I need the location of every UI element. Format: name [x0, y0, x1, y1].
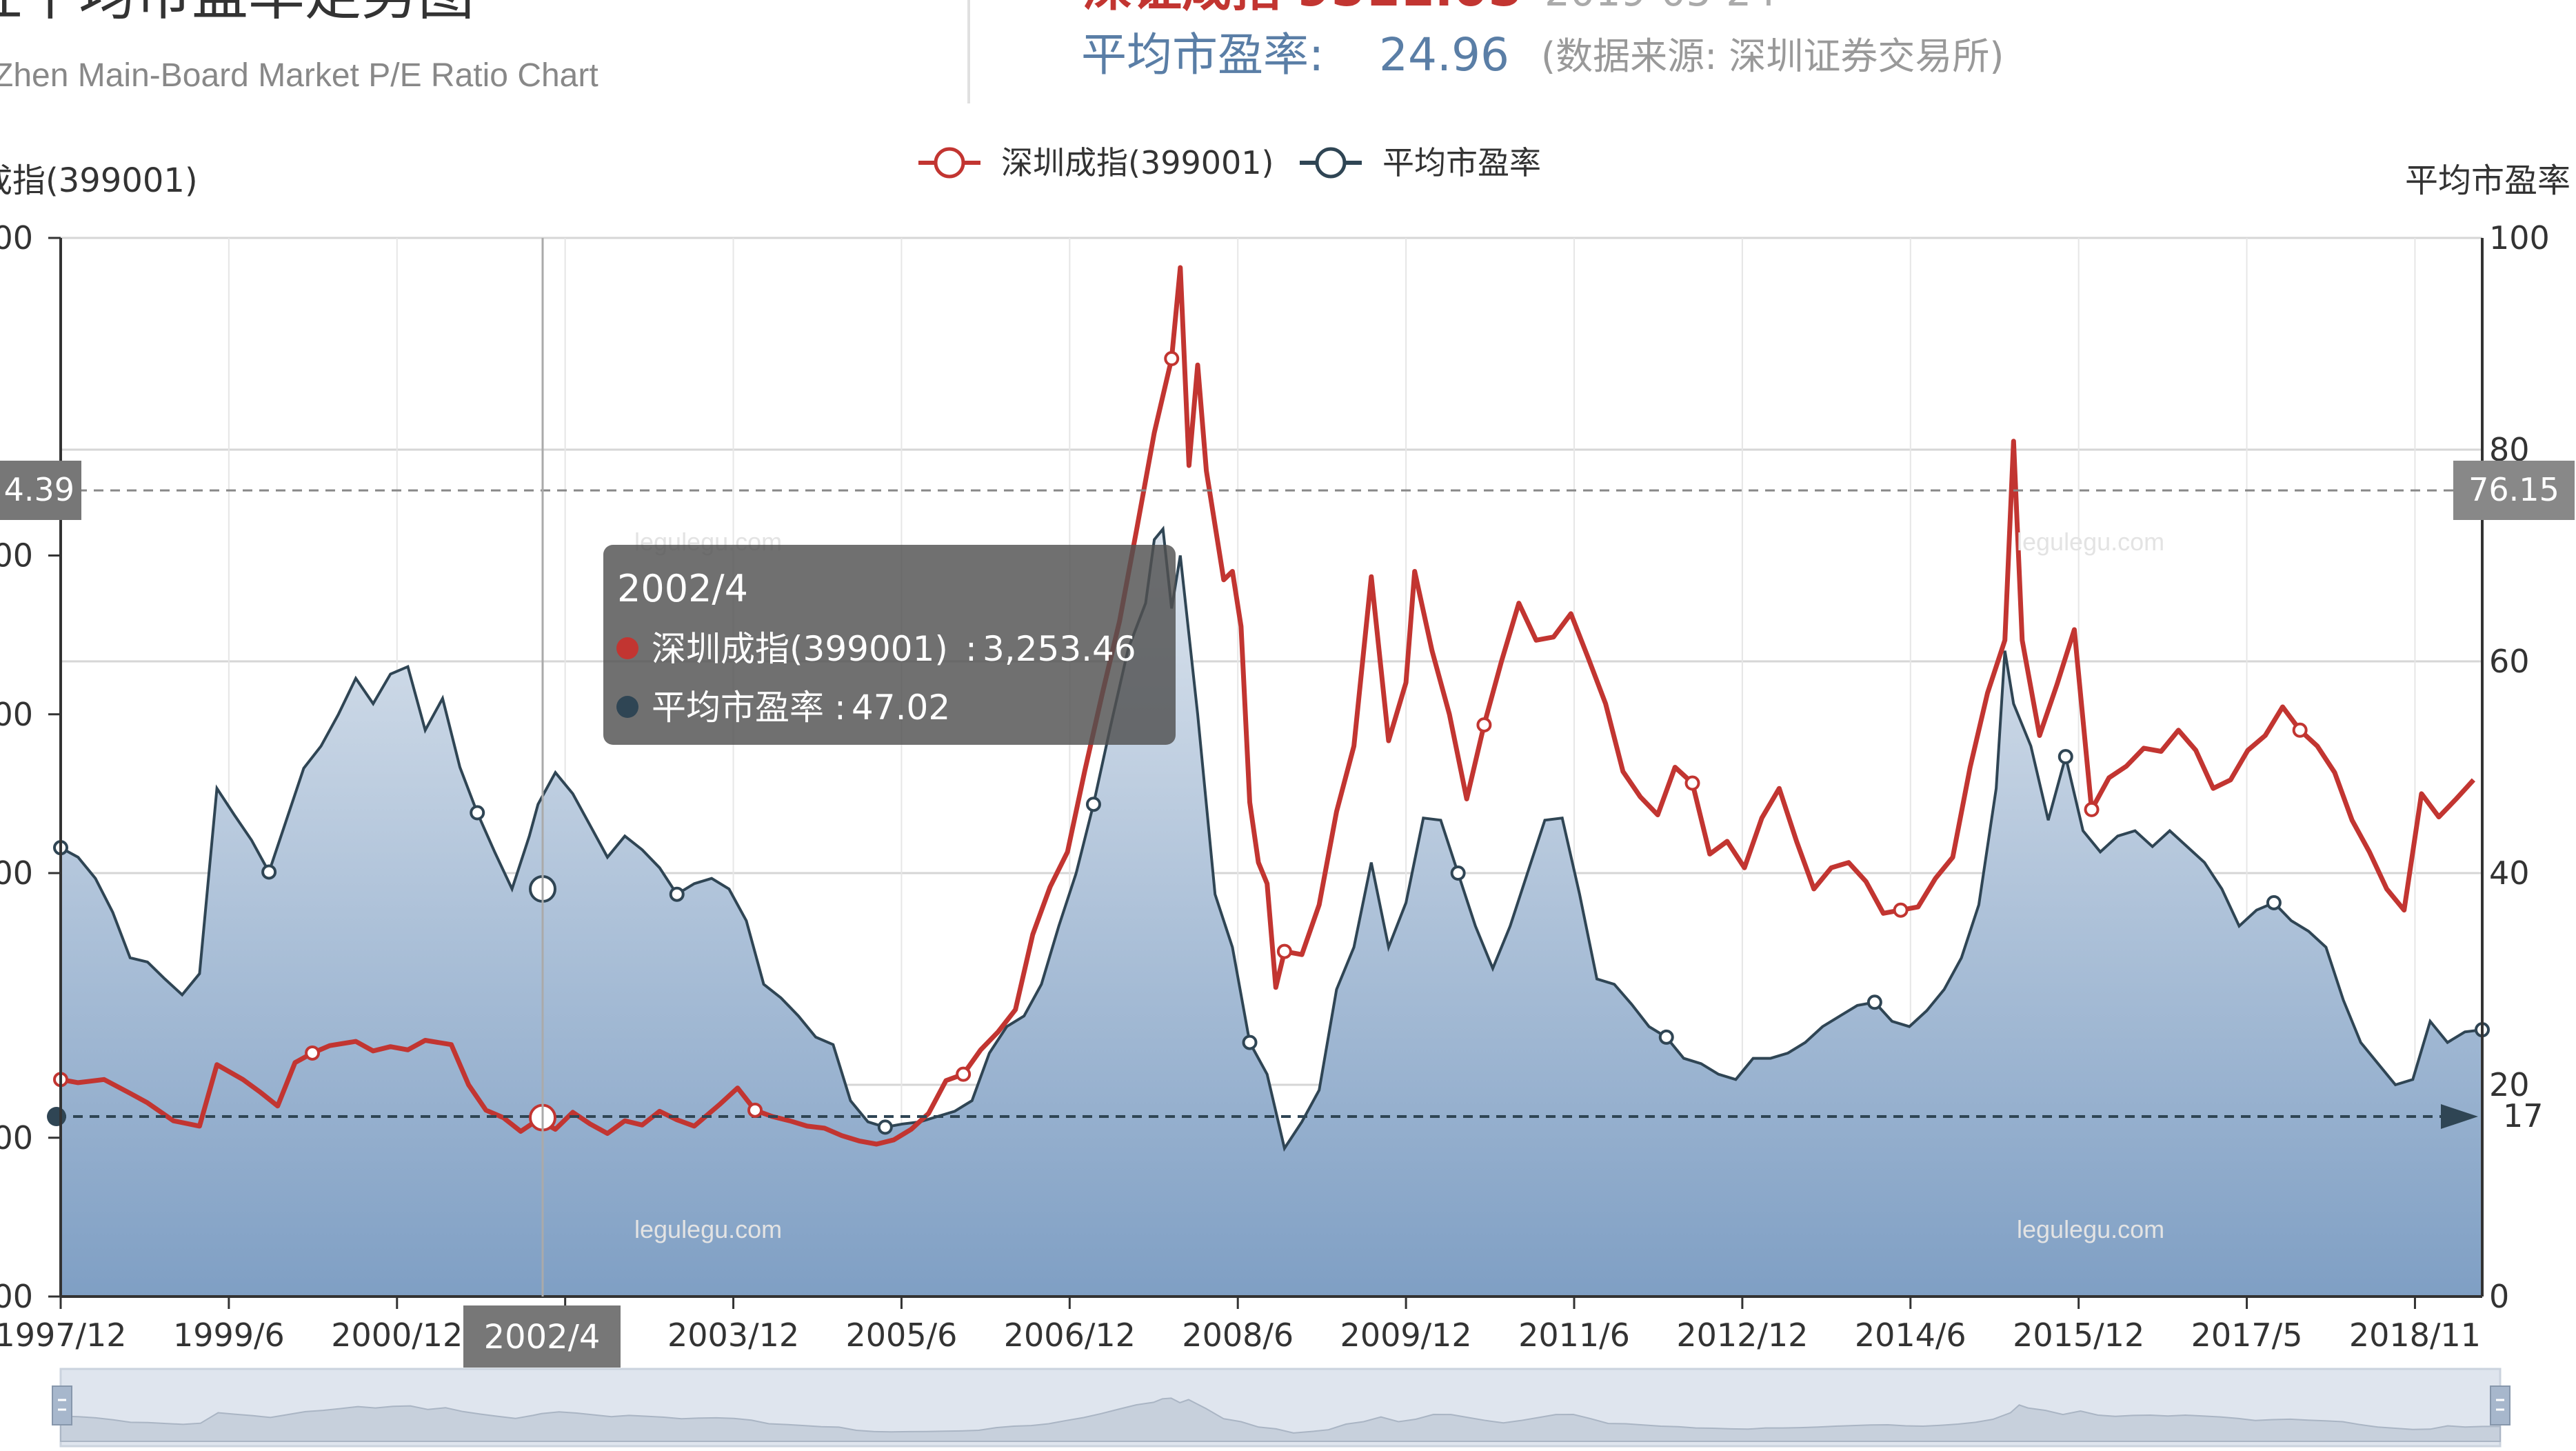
pe-point[interactable] [1242, 1034, 1258, 1050]
y-left-tick-label: 00 [0, 1119, 33, 1157]
index-point[interactable] [1276, 943, 1292, 959]
area-layer [61, 529, 2482, 1297]
index-point[interactable] [2292, 722, 2308, 738]
tooltip-index-label: 深圳成指(399001) [652, 629, 948, 669]
x-tick-label: 2012/12 [1676, 1317, 1808, 1354]
x-tick-label: 2006/12 [1004, 1317, 1136, 1354]
pe-value: 24.96 [1379, 28, 1509, 81]
slider-handle-left[interactable] [52, 1385, 72, 1425]
axis-pointer-label: 2002/4 [484, 1318, 601, 1357]
y-right-tick-label: 0 [2489, 1278, 2509, 1315]
index-point[interactable] [1164, 350, 1180, 366]
tooltip: 2002/4 深圳成指(399001) : 3,253.46 平均市盈率 : 4… [603, 545, 1176, 745]
tooltip-date: 2002/4 [617, 567, 748, 610]
tooltip-pe-label: 平均市盈率 [652, 688, 824, 728]
legend-item-index[interactable]: 深圳成指(399001) [918, 144, 1274, 181]
slider-shadow [60, 1397, 2501, 1442]
markline-right-label: 76.15 [2468, 471, 2559, 508]
legend-index-label: 深圳成指(399001) [1001, 144, 1274, 181]
markline-bottom-label: 17 [2503, 1097, 2544, 1134]
pe-point[interactable] [1658, 1029, 1674, 1045]
tooltip-pe-value: 47.02 [852, 688, 950, 728]
legend[interactable]: 深圳成指(399001) 平均市盈率 [918, 144, 1541, 181]
markline-left-label: 4.39 [4, 471, 74, 508]
x-tick-label: 2009/12 [1340, 1317, 1472, 1354]
legend-index-marker [934, 147, 965, 179]
index-latest-label: 深证成指 [1083, 0, 1281, 17]
x-tick-label: 2000/12 [331, 1317, 463, 1354]
x-tick-label: 2018/11 [2349, 1317, 2481, 1354]
pe-point[interactable] [1450, 865, 1466, 881]
markline-low-start [47, 1107, 66, 1127]
tooltip-index-value: 3,253.46 [983, 629, 1136, 669]
tooltip-index-dot [616, 637, 638, 659]
pe-point[interactable] [2266, 894, 2282, 910]
index-point[interactable] [747, 1102, 763, 1118]
pe-point[interactable] [470, 805, 485, 821]
index-point[interactable] [305, 1045, 321, 1061]
y-left-tick-label: 00 [0, 537, 33, 574]
index-point[interactable] [1476, 717, 1492, 733]
latest-date: 2019-05-24 [1544, 0, 1777, 15]
y-left-title: 成指(399001) [0, 161, 198, 200]
chart-title: 证平均市盈率走势图 [0, 0, 474, 28]
watermark-3: legulegu.com [634, 1215, 782, 1243]
x-tick-label: 2008/6 [1182, 1317, 1294, 1354]
pe-point[interactable] [669, 886, 685, 902]
y-right-title: 平均市盈率 [2405, 161, 2570, 200]
data-source: (数据来源: 深圳证券交易所) [1541, 34, 2004, 78]
tooltip-index-sep: : [965, 629, 977, 669]
index-latest-value: 9511.05 [1296, 0, 1522, 17]
y-left-tick-label: 00 [0, 219, 33, 257]
tooltip-pe-dot [616, 696, 638, 718]
legend-item-pe[interactable]: 平均市盈率 [1300, 144, 1541, 181]
x-tick-label: 2005/6 [846, 1317, 958, 1354]
pe-point[interactable] [1085, 797, 1101, 812]
pe-area [61, 529, 2482, 1297]
slider-handle-right[interactable] [2490, 1385, 2510, 1425]
x-tick-label: 2003/12 [667, 1317, 799, 1354]
x-tick-label: 1997/12 [0, 1317, 127, 1354]
x-tick-label: 2011/6 [1518, 1317, 1630, 1354]
x-tick-label: 2017/5 [2191, 1317, 2303, 1354]
y-left-tick-label: 00 [0, 854, 33, 892]
y-right-tick-label: 40 [2489, 854, 2530, 892]
legend-pe-marker [1315, 147, 1347, 179]
x-tick-label: 2014/6 [1855, 1317, 1966, 1354]
index-point[interactable] [1684, 775, 1700, 791]
y-left-tick-label: 00 [0, 696, 33, 733]
chart-subtitle: Zhen Main-Board Market P/E Ratio Chart [0, 57, 598, 94]
y-right-tick-label: 20 [2489, 1066, 2530, 1103]
pe-label: 平均市盈率: [1081, 28, 1324, 81]
markline-left-badge: 4.39 [0, 461, 81, 520]
pe-point[interactable] [1866, 994, 1882, 1010]
axis-pointer-badge: 2002/4 [463, 1305, 621, 1368]
pe-point[interactable] [261, 864, 277, 880]
index-point[interactable] [2084, 801, 2100, 817]
y-left-tick-label: 00 [0, 1278, 33, 1315]
x-tick-label: 2015/12 [2013, 1317, 2144, 1354]
index-point[interactable] [1893, 902, 1909, 918]
index-point[interactable] [956, 1066, 972, 1082]
pe-point[interactable] [2057, 749, 2073, 765]
y-right-tick-label: 60 [2489, 643, 2530, 680]
y-right-tick-label: 100 [2489, 219, 2550, 257]
tooltip-pe-sep: : [834, 688, 846, 728]
legend-pe-label: 平均市盈率 [1382, 144, 1541, 181]
pe-point[interactable] [877, 1119, 893, 1135]
watermark-2: legulegu.com [2017, 528, 2164, 556]
markline-right-badge: 76.15 [2453, 461, 2575, 520]
watermark-4: legulegu.com [2017, 1215, 2164, 1243]
data-zoom-slider[interactable] [52, 1368, 2510, 1448]
x-tick-label: 1999/6 [173, 1317, 285, 1354]
markline-low-arrow [2441, 1104, 2478, 1130]
